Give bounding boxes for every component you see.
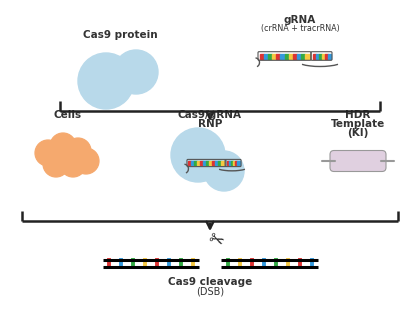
Bar bbox=[318, 54, 321, 59]
Bar bbox=[301, 54, 305, 59]
Bar bbox=[227, 161, 229, 165]
Bar bbox=[305, 54, 310, 59]
Circle shape bbox=[204, 151, 244, 191]
Text: Cas9 protein: Cas9 protein bbox=[83, 30, 158, 40]
Text: Cells: Cells bbox=[54, 110, 82, 120]
Bar bbox=[272, 54, 276, 59]
Bar bbox=[321, 54, 325, 59]
Bar bbox=[280, 54, 284, 59]
Bar bbox=[233, 161, 235, 165]
Bar bbox=[192, 161, 194, 165]
FancyBboxPatch shape bbox=[330, 151, 386, 171]
Bar bbox=[207, 161, 210, 165]
Text: HDR: HDR bbox=[345, 110, 371, 120]
Circle shape bbox=[43, 151, 69, 177]
Text: RNP: RNP bbox=[198, 119, 222, 129]
Bar bbox=[189, 161, 192, 165]
Text: (KI): (KI) bbox=[347, 128, 369, 138]
Bar bbox=[235, 161, 237, 165]
Circle shape bbox=[78, 53, 134, 109]
Bar bbox=[200, 161, 203, 165]
Bar bbox=[328, 54, 331, 59]
Bar bbox=[276, 54, 280, 59]
Bar bbox=[237, 161, 239, 165]
Circle shape bbox=[171, 128, 225, 182]
Bar bbox=[203, 161, 207, 165]
Bar bbox=[284, 54, 289, 59]
Bar bbox=[312, 54, 315, 59]
Text: Cas9/gRNA: Cas9/gRNA bbox=[178, 110, 242, 120]
Bar bbox=[210, 161, 213, 165]
Text: Cas9 cleavage: Cas9 cleavage bbox=[168, 277, 252, 287]
Circle shape bbox=[35, 140, 61, 166]
Circle shape bbox=[60, 151, 86, 177]
Bar bbox=[215, 161, 218, 165]
Text: (DSB): (DSB) bbox=[196, 287, 224, 297]
Text: (crRNA + tracrRNA): (crRNA + tracrRNA) bbox=[261, 24, 339, 33]
Circle shape bbox=[73, 148, 99, 174]
Bar bbox=[213, 161, 215, 165]
Bar bbox=[218, 161, 221, 165]
Bar bbox=[297, 54, 301, 59]
Bar bbox=[229, 161, 231, 165]
Circle shape bbox=[57, 143, 83, 169]
Bar bbox=[231, 161, 233, 165]
Bar bbox=[260, 54, 264, 59]
Bar bbox=[325, 54, 328, 59]
Text: Template: Template bbox=[331, 119, 385, 129]
Text: ✂: ✂ bbox=[205, 230, 226, 252]
Bar bbox=[194, 161, 197, 165]
Bar bbox=[268, 54, 272, 59]
Bar bbox=[264, 54, 268, 59]
Circle shape bbox=[50, 133, 76, 159]
Circle shape bbox=[114, 50, 158, 94]
Circle shape bbox=[65, 138, 91, 164]
Bar bbox=[293, 54, 297, 59]
Bar bbox=[221, 161, 224, 165]
Bar bbox=[289, 54, 293, 59]
Bar bbox=[197, 161, 200, 165]
Text: gRNA: gRNA bbox=[284, 15, 316, 25]
Bar bbox=[315, 54, 318, 59]
